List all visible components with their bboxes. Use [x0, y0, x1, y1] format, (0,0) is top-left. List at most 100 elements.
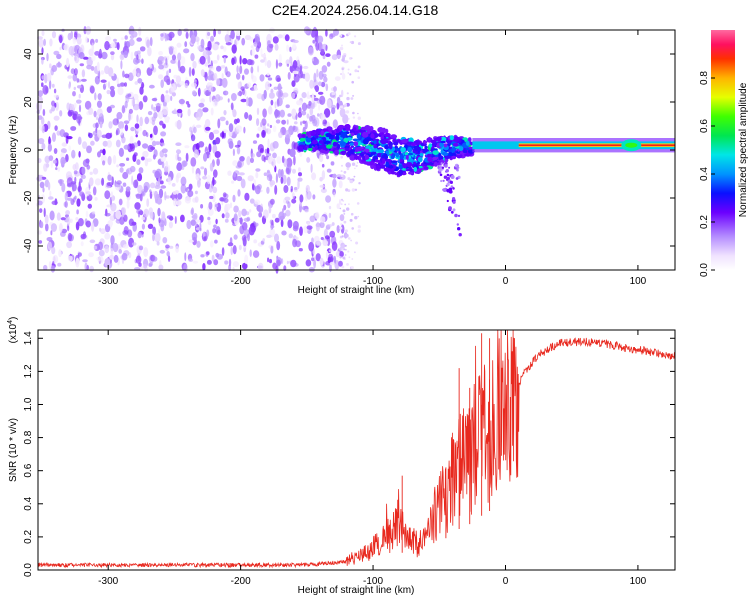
- heatmap-noise-cell: [286, 119, 289, 125]
- heatmap-noise-cell: [80, 233, 87, 239]
- heatmap-noise-cell: [101, 51, 108, 60]
- heatmap-noise-cell: [298, 167, 301, 172]
- heatmap-noise-cell: [307, 91, 310, 97]
- heatmap-noise-cell: [315, 253, 321, 262]
- heatmap-noise-cell: [143, 208, 149, 218]
- heatmap-noise-cell: [80, 241, 84, 247]
- heatmap-noise-cell: [289, 148, 296, 157]
- heatmap-noise-cell: [306, 225, 313, 230]
- heatmap-noise-cell: [212, 228, 217, 234]
- heatmap-noise-cell: [216, 54, 220, 61]
- heatmap-noise-cell: [319, 95, 326, 106]
- heatmap-noise-cell: [174, 46, 178, 55]
- heatmap-noise-cell: [130, 112, 133, 120]
- heatmap-tail-cell: [457, 166, 460, 169]
- heatmap-noise-cell: [332, 119, 338, 129]
- heatmap-transition-cell: [404, 152, 409, 156]
- heatmap-noise-cell: [338, 199, 342, 205]
- heatmap-noise-cell: [79, 178, 83, 183]
- heatmap-noise-cell: [339, 251, 344, 258]
- heatmap-noise-cell: [137, 72, 140, 78]
- heatmap-tail-cell: [446, 173, 450, 177]
- heatmap-noise-cell: [281, 119, 286, 125]
- heatmap-edge-cell: [350, 212, 354, 216]
- heatmap-noise-cell: [249, 249, 252, 257]
- heatmap-noise-cell: [272, 152, 277, 159]
- heatmap-noise-cell: [149, 37, 153, 47]
- heatmap-noise-cell: [204, 118, 211, 128]
- heatmap-noise-cell: [318, 104, 321, 111]
- heatmap-noise-cell: [336, 96, 341, 104]
- heatmap-edge-cell: [357, 112, 359, 115]
- heatmap-noise-cell: [65, 154, 69, 163]
- heatmap-noise-cell: [167, 255, 171, 262]
- heatmap-noise-cell: [203, 167, 208, 176]
- heatmap-noise-cell: [135, 58, 141, 64]
- heatmap-noise-cell: [53, 50, 60, 56]
- heatmap-transition-cell: [440, 140, 447, 144]
- heatmap-noise-cell: [278, 131, 283, 139]
- heatmap-noise-cell: [200, 204, 204, 209]
- heatmap-edge-cell: [351, 162, 356, 166]
- heatmap-noise-cell: [250, 66, 254, 74]
- heatmap-tail-cell: [440, 179, 443, 183]
- heatmap-noise-cell: [178, 98, 185, 105]
- heatmap-noise-cell: [59, 223, 63, 233]
- heatmap-noise-cell: [115, 139, 121, 148]
- heatmap-noise-cell: [193, 213, 198, 220]
- heatmap-edge-cell: [357, 42, 361, 46]
- heatmap-noise-cell: [149, 133, 153, 138]
- heatmap-noise-cell: [146, 39, 151, 49]
- heatmap-noise-cell: [164, 118, 170, 123]
- heatmap-noise-cell: [191, 232, 198, 241]
- heatmap-noise-cell: [94, 178, 101, 186]
- heatmap-noise-cell: [320, 48, 325, 55]
- heatmap-noise-cell: [200, 254, 205, 258]
- heatmap-noise-cell: [91, 222, 95, 232]
- heatmap-edge-cell: [357, 116, 361, 120]
- heatmap-noise-cell: [132, 69, 137, 77]
- heatmap-noise-cell: [172, 191, 177, 195]
- heatmap-noise-cell: [315, 85, 319, 93]
- heatmap-noise-cell: [176, 108, 183, 114]
- heatmap-noise-cell: [41, 75, 46, 80]
- heatmap-noise-cell: [190, 157, 197, 167]
- heatmap-noise-cell: [180, 56, 186, 65]
- heatmap-transition-cell: [402, 163, 407, 169]
- heatmap-transition-cell: [344, 127, 351, 131]
- heatmap-noise-cell: [116, 111, 123, 120]
- heatmap-noise-cell: [208, 154, 212, 160]
- heatmap-noise-cell: [233, 213, 238, 222]
- heatmap-noise-cell: [249, 209, 252, 213]
- heatmap-noise-cell: [165, 244, 170, 249]
- heatmap-transition-cell: [399, 153, 404, 160]
- heatmap-noise-cell: [198, 141, 205, 148]
- heatmap-edge-cell: [357, 225, 361, 229]
- heatmap-noise-cell: [325, 83, 329, 92]
- heatmap-noise-cell: [47, 143, 53, 152]
- heatmap-tail-cell: [448, 166, 451, 169]
- heatmap-noise-cell: [50, 265, 56, 273]
- heatmap-noise-cell: [154, 170, 161, 179]
- heatmap-transition-cell: [443, 143, 448, 148]
- heatmap-noise-cell: [97, 151, 101, 158]
- heatmap-noise-cell: [183, 48, 190, 54]
- heatmap-noise-cell: [221, 247, 225, 256]
- heatmap-edge-cell: [351, 258, 354, 260]
- heatmap-noise-cell: [313, 259, 316, 269]
- heatmap-tail-cell: [438, 164, 442, 168]
- heatmap-noise-cell: [240, 178, 246, 189]
- heatmap-noise-cell: [239, 217, 243, 225]
- heatmap-noise-cell: [308, 241, 315, 252]
- heatmap-noise-cell: [203, 236, 207, 241]
- heatmap-noise-cell: [117, 86, 124, 96]
- heatmap-noise-cell: [162, 237, 168, 244]
- heatmap-edge-cell: [339, 226, 343, 230]
- heatmap-noise-cell: [102, 160, 106, 166]
- heatmap-edge-cell: [355, 164, 358, 168]
- heatmap-noise-cell: [267, 72, 270, 76]
- heatmap-noise-cell: [105, 36, 112, 41]
- heatmap-edge-cell: [352, 94, 355, 97]
- heatmap-noise-cell: [59, 129, 66, 138]
